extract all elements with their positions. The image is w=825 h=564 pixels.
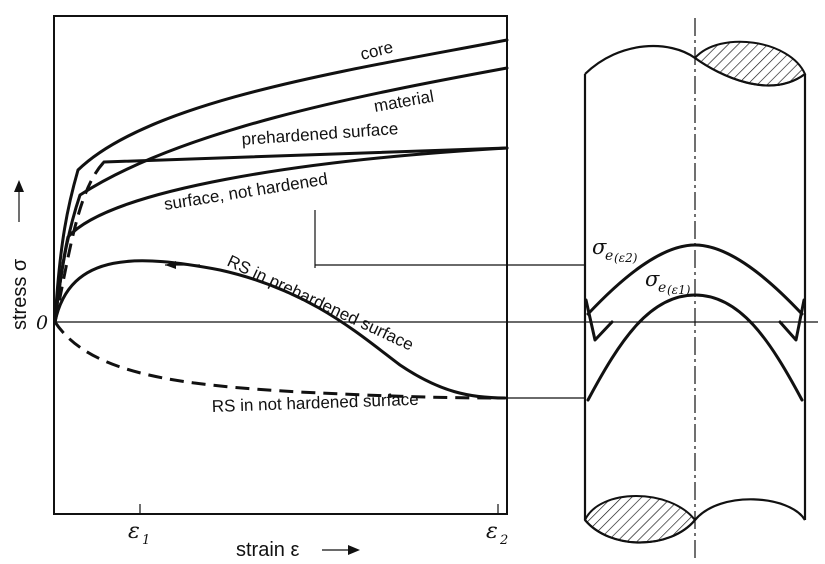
tick-label-e2-sub: 2: [499, 533, 508, 548]
label-prehardened: prehardened surface: [241, 119, 399, 149]
label-sigma-e1-sub: e: [658, 280, 666, 296]
rs-not-hardened-dashed-curve: [53, 321, 506, 400]
y-axis-label: stress σ: [9, 258, 31, 330]
tick-label-e1-sub: 1: [142, 533, 150, 548]
label-core: core: [358, 37, 395, 63]
origin-label: 0: [36, 312, 48, 334]
label-sigma-e2-paren: (ε2): [614, 251, 638, 265]
y-axis-arrow-head: [14, 180, 24, 192]
x-axis-arrow-head: [348, 545, 360, 555]
prehardened-surface-curve: [102, 146, 509, 164]
prehardened-surface-dashed-start: [53, 160, 106, 323]
rs-prehardened-curve: [53, 259, 507, 400]
cylinder-top-section: [693, 40, 807, 87]
sigma-e2-distribution: [586, 243, 804, 316]
label-sigma-e1: σ: [645, 267, 660, 291]
label-rs-prehardened: RS in prehardened surface: [224, 251, 416, 354]
label-sigma-e2: σ: [592, 235, 607, 259]
x-axis-label: strain ε: [236, 539, 299, 561]
sigma-e1-distribution: [586, 293, 804, 402]
tick-label-e1: ε: [128, 519, 140, 544]
label-rs-not-hardened: RS in not hardened surface: [211, 390, 419, 416]
left-edge-drop: [584, 298, 614, 342]
core-curve: [53, 38, 509, 324]
cylinder-bottom-section: [583, 495, 697, 544]
label-sigma-e2-sub: e: [605, 248, 613, 264]
label-sigma-e1-paren: (ε1): [667, 283, 691, 297]
surface-not-hardened-curve: [53, 146, 509, 324]
right-edge-drop: [778, 298, 806, 342]
pointer-arrow-head: [165, 261, 176, 269]
tick-label-e2: ε: [486, 519, 498, 544]
